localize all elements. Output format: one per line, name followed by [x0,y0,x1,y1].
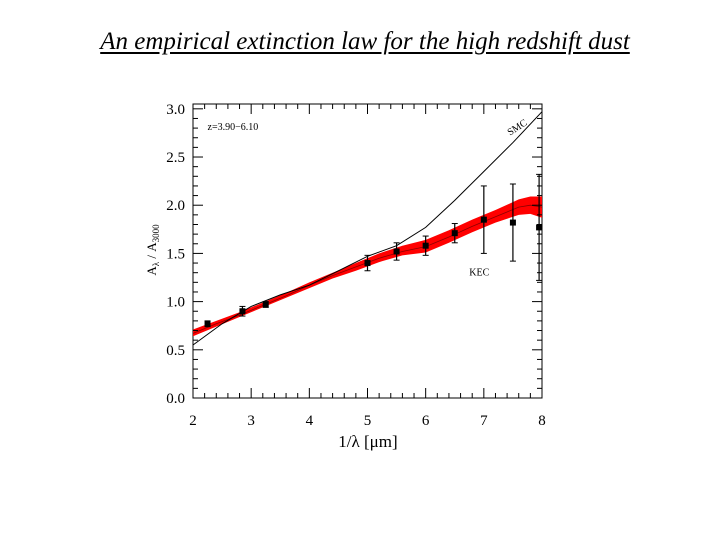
x-tick-label: 5 [364,413,372,429]
axes-layer: 0.0 0.5 1.0 1.5 2.0 2.5 3.0 2 3 4 5 6 7 8 [166,102,546,429]
y-tick-label: 1.5 [166,246,185,262]
data-marker [451,230,458,237]
y-tick-label: 2.5 [166,150,185,166]
annotation-layer: z=3.90−6.10 SMC KEC [208,117,530,278]
data-marker [536,224,543,231]
data-marker [422,242,429,249]
x-tick-label: 3 [247,413,255,429]
data-marker [364,260,371,267]
data-point [364,254,371,272]
kec-curve [192,204,543,334]
data-point [262,301,269,308]
y-axis-label: Aλ / A3000 [144,224,161,276]
data-marker [480,216,487,223]
data-marker [239,308,246,315]
data-point [509,183,516,262]
y-tick-label: 2.0 [166,198,185,214]
y-axis-label-mid: / A [144,242,159,262]
x-tick-label: 7 [480,413,488,429]
y-tick-label: 3.0 [166,102,185,118]
data-marker [262,301,269,308]
x-tick-label: 4 [306,413,314,429]
data-point [480,185,487,254]
x-axis-label: 1/λ [μm] [338,432,397,451]
plot-frame [192,103,543,399]
data-point [204,320,211,328]
data-point [536,173,543,281]
data-point [422,235,429,256]
chart-annotation: SMC [506,117,530,138]
y-tick-label: 0.0 [166,391,185,407]
data-marker [393,248,400,255]
data-point [393,242,400,261]
x-tick-label: 2 [189,413,197,429]
y-axis-label-sub: λ [151,261,161,266]
x-tick-label: 6 [422,413,430,429]
points-layer [204,173,543,328]
chart-annotation: KEC [469,268,489,279]
chart-annotation: z=3.90−6.10 [208,122,259,133]
data-marker [509,219,516,226]
data-marker [204,320,211,327]
x-tick-label: 8 [538,413,546,429]
y-axis-label-main: A [144,266,159,276]
y-tick-label: 1.0 [166,295,185,311]
y-tick-label: 0.5 [166,343,185,359]
y-axis-label-sub2: 3000 [151,224,161,243]
data-point [451,223,458,244]
slide-title: An empirical extinction law for the high… [100,28,630,55]
data-point [239,305,246,317]
